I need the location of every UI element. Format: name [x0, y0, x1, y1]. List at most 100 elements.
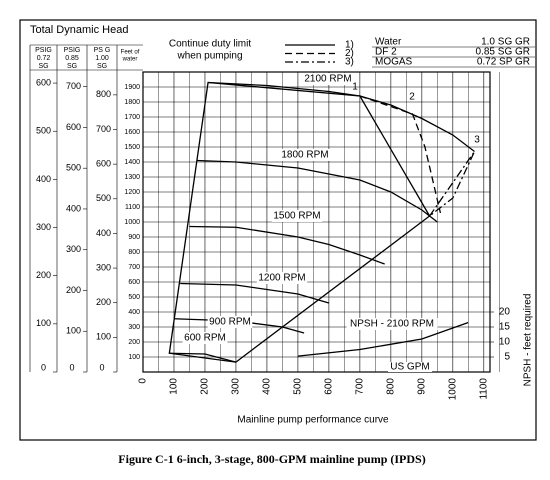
curve-label-bg	[279, 149, 331, 161]
legend-label: 2)	[345, 48, 354, 59]
y-tick-label: 1300	[124, 174, 140, 181]
curve-label-bg	[256, 272, 308, 284]
scale-header: 0.85	[65, 55, 79, 62]
curve-label: 900 RPM	[209, 317, 251, 328]
curve-label-bg	[207, 316, 253, 328]
curve	[180, 282, 330, 304]
limit-tag: 3	[474, 135, 480, 146]
y-title: Total Dynamic Head	[30, 24, 128, 36]
y-tick-label: 700	[128, 264, 140, 271]
scale-tick-label: 100	[96, 332, 111, 342]
x-unit-label: US GPM	[390, 362, 429, 373]
scale-tick-label: 300	[36, 222, 51, 232]
curve-label: 1500 RPM	[273, 211, 320, 222]
legend-title: when pumping	[176, 51, 242, 62]
curve-label-bg	[182, 332, 228, 344]
scale-header: SG	[38, 63, 48, 70]
scale-tick-label: 700	[96, 124, 111, 134]
scale-header: SG	[97, 63, 107, 70]
scale-header: PSIG	[35, 47, 52, 54]
scale-tick-label: 400	[66, 203, 81, 213]
y-tick-label: 1000	[124, 219, 140, 226]
x-tick-label: 900	[416, 378, 427, 395]
scale-header: PS G	[94, 47, 111, 54]
y-tick-label: 200	[128, 339, 140, 346]
y-tick-label: 1100	[125, 204, 140, 211]
y2-tick-label: 10	[499, 337, 511, 348]
scale-tick-label: 500	[96, 193, 111, 203]
y-tick-label: 1700	[124, 114, 140, 121]
y-tick-label: 800	[128, 249, 140, 256]
y-header: Feet of	[121, 50, 140, 56]
limit-line	[168, 81, 431, 363]
y2-title: NPSH - feet required	[523, 294, 534, 387]
scale-tick-label: 400	[36, 174, 51, 184]
fluid-grade: 0.72 SP GR	[477, 57, 530, 68]
x-tick-label: 500	[293, 378, 304, 395]
legend-title: Continue duty limit	[169, 39, 251, 50]
y2-tick-label: 20	[499, 307, 511, 318]
y-tick-label: 1800	[124, 99, 140, 106]
scale-tick-label: 800	[96, 89, 111, 99]
scale-tick-label: 600	[66, 122, 81, 132]
scale-tick-label: 500	[36, 126, 51, 136]
x-tick-label: 800	[385, 378, 396, 395]
x-tick-label: 700	[355, 378, 366, 395]
outer-frame	[19, 19, 537, 441]
x-tick-label: 1100	[478, 378, 489, 400]
legend-label: 3)	[345, 57, 354, 68]
scale-tick-label: 100	[36, 318, 51, 328]
y-tick-label: 900	[128, 234, 140, 241]
scale-tick-label: 600	[36, 77, 51, 87]
unit-label-bg	[388, 362, 432, 372]
curve-label-bg	[302, 73, 354, 85]
scale-header: PSIG	[64, 47, 81, 54]
scale-tick-label: 300	[66, 244, 81, 254]
caption: Figure C-1 6-inch, 3-stage, 800-GPM main…	[118, 452, 425, 466]
legend-label: 1)	[345, 40, 354, 51]
curve	[173, 318, 305, 334]
scale-tick-label: 100	[66, 326, 81, 336]
x-tick-label: 1000	[447, 378, 458, 401]
limit-tag: 1	[352, 82, 358, 93]
scale-header: 0.72	[37, 55, 51, 62]
curve	[197, 159, 438, 223]
y-tick-label: 1200	[124, 189, 140, 196]
y2-tick-label: 5	[504, 352, 510, 363]
scale-tick-label: 400	[96, 228, 111, 238]
scale-tick-label: 0	[99, 362, 104, 372]
x-tick-label: 300	[231, 378, 242, 395]
scale-tick-label: 500	[66, 163, 81, 173]
y-tick-label: 500	[128, 294, 140, 301]
fluid-table-bg	[372, 36, 535, 70]
curve-label: 2100 RPM	[304, 74, 351, 85]
limit-line	[359, 95, 442, 214]
fluid-grade: 0.85 SG GR	[476, 47, 530, 58]
curve-label: 1800 RPM	[281, 150, 328, 161]
scale-tick-label: 200	[36, 270, 51, 280]
y-tick-label: 1900	[124, 84, 140, 91]
curve	[169, 352, 237, 363]
x-tick-label: 200	[200, 378, 211, 395]
curve	[297, 321, 469, 357]
x-tick-label: 400	[262, 378, 273, 395]
y-tick-label: 1500	[124, 144, 140, 151]
scale-tick-label: 200	[66, 285, 81, 295]
y-tick-label: 300	[128, 324, 140, 331]
scale-tick-label: 0	[69, 362, 74, 372]
x-tick-label: 0	[138, 378, 149, 384]
curve-label-bg	[346, 318, 438, 330]
limit-line	[429, 151, 476, 217]
fluid-name: Water	[375, 37, 402, 48]
scale-tick-label: 0	[41, 362, 46, 372]
y-tick-label: 100	[128, 354, 140, 361]
curve-label: 1200 RPM	[258, 273, 305, 284]
x-tick-label: 100	[169, 378, 180, 395]
curve	[208, 81, 475, 153]
scale-header: SG	[67, 63, 77, 70]
limit-tag: 2	[409, 92, 415, 103]
x-title: Mainline pump performance curve	[237, 415, 389, 426]
scale-tick-label: 600	[96, 159, 111, 169]
scale-tick-label: 300	[96, 262, 111, 272]
